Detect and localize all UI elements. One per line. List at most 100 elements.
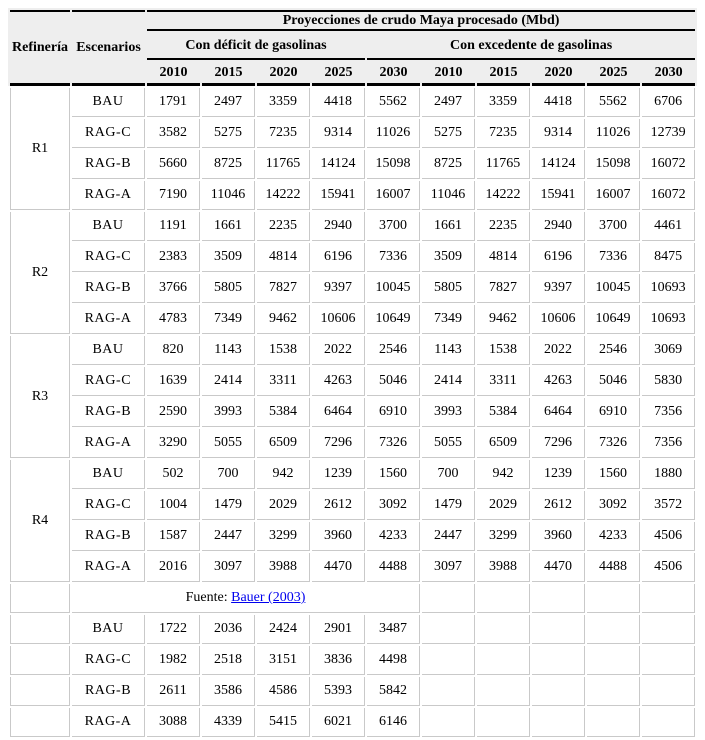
- value-cell: 4233: [367, 522, 420, 551]
- refineria-column-header: Refinería: [10, 10, 70, 86]
- value-cell: 7235: [477, 119, 530, 148]
- value-cell: 9314: [312, 119, 365, 148]
- value-cell: 10045: [587, 274, 640, 303]
- scenario-cell: RAG-B: [72, 677, 145, 706]
- value-cell: 3311: [257, 367, 310, 396]
- empty-cell: [532, 677, 585, 706]
- value-cell: 1191: [147, 212, 200, 241]
- value-cell: 1479: [422, 491, 475, 520]
- value-cell: 1239: [312, 460, 365, 489]
- value-cell: 11765: [257, 150, 310, 179]
- year-header: 2025: [312, 62, 365, 86]
- source-link[interactable]: Bauer (2003): [231, 590, 306, 605]
- value-cell: 15941: [312, 181, 365, 210]
- value-cell: 3069: [642, 336, 696, 365]
- empty-cell: [642, 708, 696, 737]
- table-row: RAG-B 3766 5805 7827 9397 10045 5805 7827 9397 10…: [10, 274, 696, 303]
- empty-cell: [587, 708, 640, 737]
- scenario-cell: BAU: [72, 460, 145, 489]
- value-cell: 6021: [312, 708, 365, 737]
- value-cell: 5660: [147, 150, 200, 179]
- table-row: RAG-A 4783 7349 9462 10606 10649 7349 9462 10606…: [10, 305, 696, 334]
- table-row: RAG-C 1639 2414 3311 4263 5046 2414 3311 4263 504…: [10, 367, 696, 396]
- value-cell: 1239: [532, 460, 585, 489]
- value-cell: 5046: [587, 367, 640, 396]
- value-cell: 2612: [532, 491, 585, 520]
- value-cell: 1143: [422, 336, 475, 365]
- value-cell: 3586: [202, 677, 255, 706]
- value-cell: 3766: [147, 274, 200, 303]
- value-cell: 2497: [422, 88, 475, 117]
- source-cell: Fuente: Bauer (2003): [72, 584, 420, 613]
- value-cell: 5830: [642, 367, 696, 396]
- value-cell: 5393: [312, 677, 365, 706]
- table-row: RAG-B 1587 2447 3299 3960 4233 2447 3299 3960 423…: [10, 522, 696, 551]
- scenario-cell: RAG-A: [72, 708, 145, 737]
- year-header: 2030: [642, 62, 696, 86]
- scenario-cell: BAU: [72, 88, 145, 117]
- value-cell: 1722: [147, 615, 200, 644]
- value-cell: 3359: [477, 88, 530, 117]
- value-cell: 12739: [642, 119, 696, 148]
- value-cell: 7326: [587, 429, 640, 458]
- value-cell: 1791: [147, 88, 200, 117]
- value-cell: 5842: [367, 677, 420, 706]
- group-excedente-header: Con excedente de gasolinas: [367, 33, 696, 60]
- scenario-cell: RAG-C: [72, 491, 145, 520]
- table-row: RAG-C 1004 1479 2029 2612 3092 1479 2029 2612 309…: [10, 491, 696, 520]
- value-cell: 5055: [202, 429, 255, 458]
- empty-cell: [642, 615, 696, 644]
- value-cell: 5046: [367, 367, 420, 396]
- value-cell: 2612: [312, 491, 365, 520]
- value-cell: 9462: [477, 305, 530, 334]
- value-cell: 1587: [147, 522, 200, 551]
- value-cell: 3993: [422, 398, 475, 427]
- table-row: RAG-A 2016 3097 3988 4470 4488 3097 3988 4470 448…: [10, 553, 696, 582]
- value-cell: 1538: [257, 336, 310, 365]
- scenario-cell: RAG-A: [72, 181, 145, 210]
- value-cell: 7349: [202, 305, 255, 334]
- empty-cell: [477, 708, 530, 737]
- value-cell: 5415: [257, 708, 310, 737]
- value-cell: 820: [147, 336, 200, 365]
- year-header: 2020: [257, 62, 310, 86]
- value-cell: 1560: [367, 460, 420, 489]
- value-cell: 11026: [367, 119, 420, 148]
- value-cell: 2447: [202, 522, 255, 551]
- value-cell: 2022: [312, 336, 365, 365]
- scenario-cell: RAG-B: [72, 398, 145, 427]
- value-cell: 2611: [147, 677, 200, 706]
- year-header: 2010: [422, 62, 475, 86]
- value-cell: 3088: [147, 708, 200, 737]
- value-cell: 2029: [257, 491, 310, 520]
- value-cell: 11046: [202, 181, 255, 210]
- years-row: 2010 2015 2020 2025 2030 2010 2015 2020 2025 2030: [10, 62, 696, 86]
- table-row: RAG-C 2383 3509 4814 6196 7336 3509 4814 6196 733…: [10, 243, 696, 272]
- table-title: Proyecciones de crudo Maya procesado (Mb…: [147, 10, 696, 31]
- value-cell: 700: [422, 460, 475, 489]
- value-cell: 5805: [422, 274, 475, 303]
- empty-cell: [642, 584, 696, 613]
- empty-cell: [422, 708, 475, 737]
- value-cell: 2940: [312, 212, 365, 241]
- table-row: RAG-C 1982 2518 3151 3836 4498: [10, 646, 696, 675]
- year-header: 2025: [587, 62, 640, 86]
- value-cell: 9462: [257, 305, 310, 334]
- empty-cell: [422, 677, 475, 706]
- value-cell: 7336: [587, 243, 640, 272]
- value-cell: 2235: [477, 212, 530, 241]
- value-cell: 4488: [367, 553, 420, 582]
- table-row: RAG-A 7190 11046 14222 15941 16007 11046 14222 1…: [10, 181, 696, 210]
- empty-cell: [422, 615, 475, 644]
- year-header: 2010: [147, 62, 200, 86]
- value-cell: 2383: [147, 243, 200, 272]
- value-cell: 6910: [367, 398, 420, 427]
- scenario-cell: RAG-B: [72, 150, 145, 179]
- empty-cell: [10, 615, 70, 644]
- value-cell: 10693: [642, 305, 696, 334]
- value-cell: 502: [147, 460, 200, 489]
- value-cell: 16007: [587, 181, 640, 210]
- value-cell: 3092: [587, 491, 640, 520]
- value-cell: 2414: [422, 367, 475, 396]
